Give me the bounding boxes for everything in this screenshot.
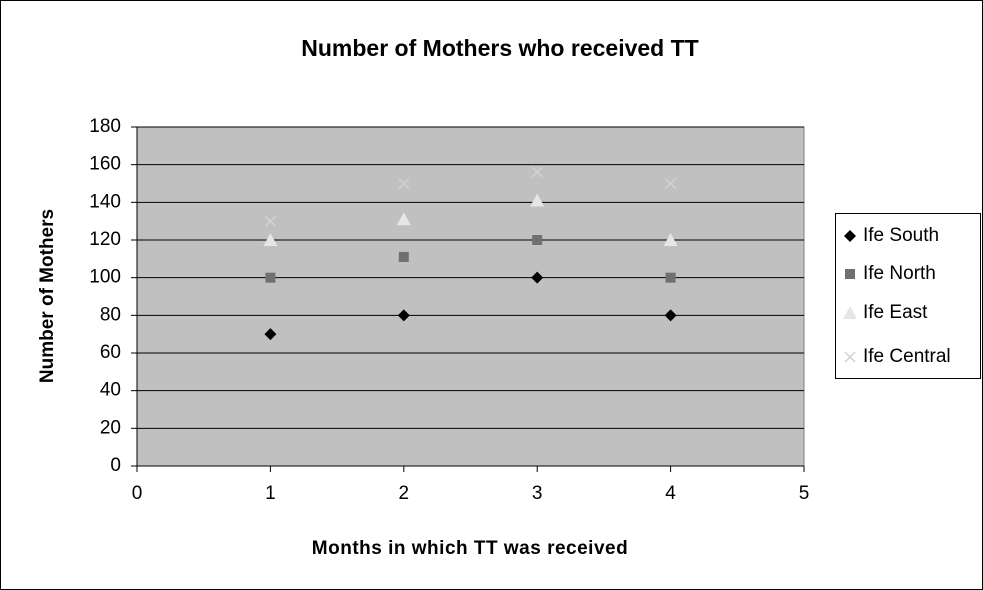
point: [531, 166, 543, 178]
legend-marker: [844, 230, 856, 242]
x-tick-label: 5: [799, 483, 810, 504]
legend-label: Ife Central: [863, 346, 951, 367]
y-tick-label: 40: [100, 380, 121, 401]
legend-label: Ife South: [863, 225, 939, 246]
y-tick-label: 20: [100, 417, 121, 438]
y-tick-label: 120: [89, 229, 121, 250]
legend-marker: [845, 269, 855, 279]
legend-marker: [843, 306, 857, 319]
y-tick-label: 100: [89, 267, 121, 288]
point: [398, 251, 409, 262]
x-tick-label: 2: [399, 483, 410, 504]
legend-label: Ife East: [863, 302, 928, 323]
x-tick-label: 0: [132, 483, 143, 504]
point: [664, 309, 677, 322]
legend-marker: [844, 351, 856, 363]
plot-area: [136, 126, 805, 467]
point: [397, 309, 410, 322]
x-tick-label: 1: [265, 483, 276, 504]
legend-label: Ife North: [863, 263, 936, 284]
y-tick-label: 0: [110, 455, 121, 476]
x-tick-label: 3: [532, 483, 543, 504]
point: [531, 271, 544, 284]
point: [264, 328, 277, 341]
chart-title: Number of Mothers who received TT: [301, 35, 698, 61]
y-tick-label: 180: [89, 116, 121, 137]
y-tick-label: 60: [100, 342, 121, 363]
y-axis-label: Number of Mothers: [37, 209, 58, 383]
y-tick-label: 160: [89, 154, 121, 175]
x-tick-label: 4: [665, 483, 676, 504]
point: [665, 272, 676, 283]
x-axis-label: Months in which TT was received: [312, 538, 628, 559]
point: [665, 177, 677, 190]
y-tick-label: 140: [89, 191, 121, 212]
point: [265, 272, 276, 283]
y-tick-label: 80: [100, 304, 121, 325]
point: [532, 235, 543, 245]
legend-box: [835, 213, 981, 379]
point: [396, 212, 411, 226]
point: [530, 193, 545, 207]
point: [264, 215, 276, 227]
point: [398, 177, 410, 190]
point: [663, 233, 678, 246]
point: [263, 233, 278, 246]
